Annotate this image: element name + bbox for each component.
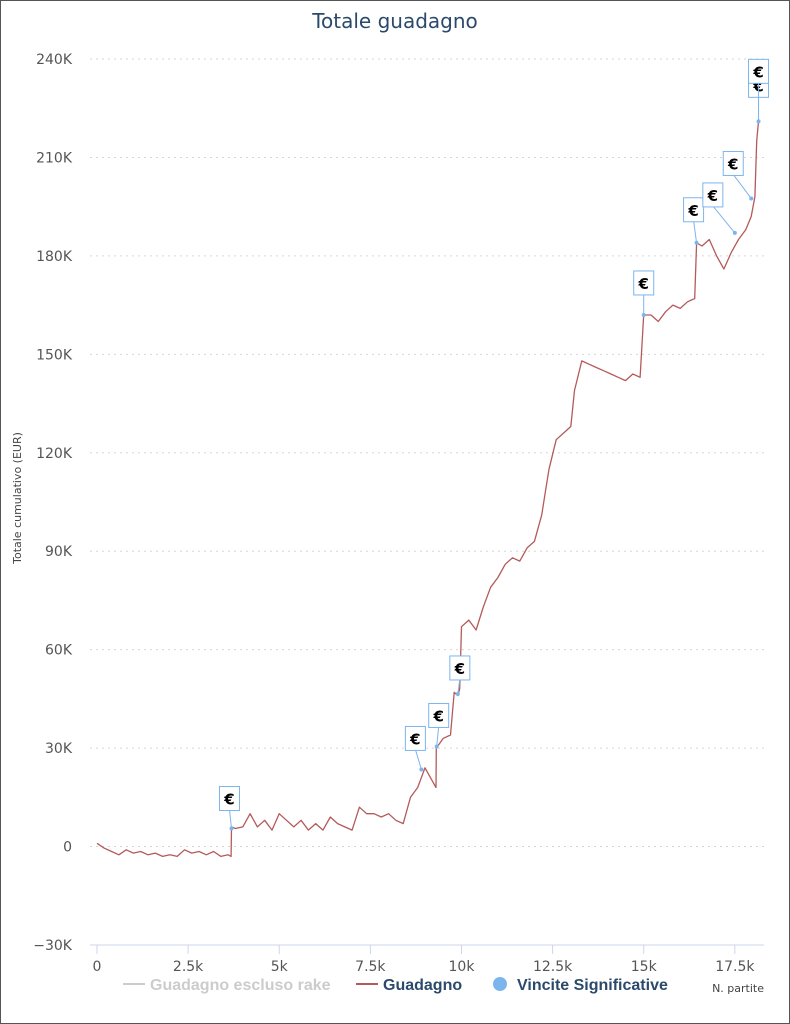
flag-connector	[414, 749, 422, 770]
legend-symbol-vincite-significative	[493, 977, 507, 991]
flag-box	[722, 150, 744, 176]
legend-item-guadagno-escluso-rake[interactable]: Guadagno escluso rake	[150, 977, 331, 994]
flag-connector	[436, 726, 440, 747]
flag-marker[interactable]: €	[218, 786, 240, 829]
x-tick-label: 15k	[631, 959, 658, 975]
y-tick-label: 120K	[36, 446, 73, 462]
legend-item-vincite-significative[interactable]: Vincite Significative	[517, 977, 668, 994]
flag-box	[633, 270, 655, 296]
flag-box	[404, 725, 426, 751]
legend-item-guadagno[interactable]: Guadagno	[383, 977, 462, 994]
legend: Guadagno escluso rake Guadagno Vincite S…	[123, 977, 668, 994]
flag-label: €	[638, 275, 649, 293]
x-tick-label: 17.5k	[715, 959, 755, 975]
flags-layer: €€€€€€€€€€	[218, 58, 770, 829]
flag-connector	[457, 678, 461, 695]
flag-marker[interactable]: €	[404, 725, 426, 770]
x-tick-label: 10k	[449, 959, 476, 975]
y-tick-label: 180K	[36, 249, 73, 265]
flag-box	[449, 655, 471, 681]
flag-label: €	[432, 707, 443, 725]
y-tick-label: 150K	[36, 347, 73, 363]
flag-box	[683, 197, 705, 223]
x-tick-label: 12.5k	[533, 959, 573, 975]
flag-marker[interactable]: €	[428, 702, 450, 747]
flag-connector	[732, 174, 752, 199]
flag-label: €	[409, 730, 420, 748]
x-tick-label: 2.5k	[173, 959, 204, 975]
flag-marker[interactable]: €	[449, 655, 471, 695]
y-axis-ticks: 240K 210K 180K 150K 120K 90K 60K 30K 0 −30K	[33, 52, 73, 954]
flag-box	[702, 182, 724, 208]
y-gridlines	[90, 58, 764, 848]
flag-label: €	[707, 187, 718, 205]
y-tick-label: 90K	[45, 544, 73, 560]
series-line-guadagno	[96, 121, 760, 858]
y-tick-label: 240K	[36, 52, 73, 68]
flag-connector	[693, 220, 698, 243]
flag-marker[interactable]: €	[683, 197, 705, 243]
flag-marker[interactable]: €	[722, 150, 752, 199]
flag-marker[interactable]: €	[702, 182, 736, 234]
flag-marker[interactable]: €	[748, 58, 770, 122]
flag-box	[218, 786, 240, 812]
flag-label: €	[752, 63, 763, 81]
y-tick-label: 0	[63, 840, 72, 856]
flag-label: €	[687, 202, 698, 220]
flag-connector	[228, 809, 232, 829]
chart-title: Totale guadagno	[311, 9, 478, 33]
flag-connector	[712, 205, 736, 234]
x-tick-label: 0	[93, 959, 102, 975]
flag-box	[748, 58, 770, 84]
x-axis-title: N. partite	[712, 982, 764, 995]
flag-label: €	[727, 155, 738, 173]
series-layer	[96, 119, 761, 858]
y-tick-label: 30K	[45, 741, 73, 757]
y-tick-label: −30K	[33, 938, 73, 954]
flag-marker[interactable]: €	[633, 270, 655, 315]
x-axis-ticks: 0 2.5k 5k 7.5k 10k 12.5k 15k 17.5k	[93, 945, 755, 975]
flag-box	[428, 702, 450, 728]
y-tick-label: 210K	[36, 150, 73, 166]
x-tick-label: 5k	[271, 959, 289, 975]
y-tick-label: 60K	[45, 643, 73, 659]
y-axis-title: Totale cumulativo (EUR)	[11, 432, 24, 565]
x-tick-label: 7.5k	[355, 959, 386, 975]
flag-label: €	[454, 660, 465, 678]
flag-label: €	[223, 791, 234, 809]
